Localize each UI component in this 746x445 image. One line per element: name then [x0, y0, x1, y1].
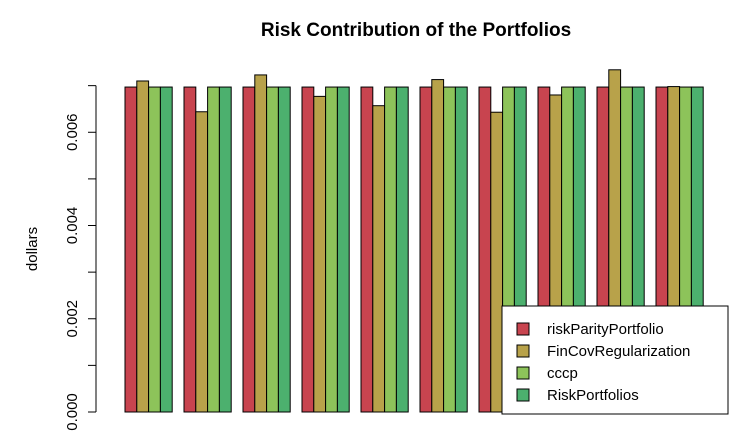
y-axis: 0.000 0.002 0.004 0.006 — [64, 85, 97, 431]
y-tick-label: 0.000 — [64, 393, 81, 431]
bar-FinCovRegularization-4 — [313, 95, 327, 413]
legend-swatch-RiskPortfolios — [516, 388, 530, 402]
bar-riskParityPortfolio-2 — [183, 86, 197, 413]
bar-RiskPortfolios-5 — [395, 86, 409, 413]
bar-FinCovRegularization-1 — [136, 80, 150, 413]
bar-cccp-4 — [325, 86, 338, 413]
bar-riskParityPortfolio-6 — [419, 86, 433, 413]
bar-cccp-2 — [207, 86, 220, 413]
bar-RiskPortfolios-1 — [159, 86, 173, 413]
y-tick-label: 0.004 — [64, 207, 81, 245]
legend-label-RiskPortfolios: RiskPortfolios — [547, 387, 639, 404]
bar-riskParityPortfolio-1 — [124, 86, 138, 413]
bar-group — [124, 69, 704, 413]
bar-FinCovRegularization-2 — [195, 111, 209, 413]
y-tick-label: 0.006 — [64, 113, 81, 151]
bar-RiskPortfolios-2 — [218, 86, 232, 413]
bar-FinCovRegularization-6 — [431, 79, 445, 413]
legend-swatch-riskParityPortfolio — [516, 322, 530, 336]
bar-RiskPortfolios-4 — [336, 86, 350, 413]
bar-riskParityPortfolio-7 — [478, 86, 492, 413]
bar-riskParityPortfolio-3 — [242, 86, 256, 413]
bar-FinCovRegularization-5 — [372, 105, 386, 413]
bar-riskParityPortfolio-4 — [301, 86, 315, 413]
legend: riskParityPortfolio FinCovRegularization c… — [501, 305, 729, 415]
bar-cccp-1 — [148, 86, 161, 413]
bar-RiskPortfolios-6 — [454, 86, 468, 413]
bar-FinCovRegularization-3 — [254, 74, 268, 413]
legend-swatch-cccp — [516, 366, 530, 380]
chart-title: Risk Contribution of the Portfolios — [261, 20, 571, 41]
legend-swatch-FinCovRegularization — [516, 344, 530, 358]
bar-FinCovRegularization-7 — [490, 111, 504, 413]
legend-label-riskParityPortfolio: riskParityPortfolio — [547, 321, 664, 338]
bar-RiskPortfolios-3 — [277, 86, 291, 413]
legend-box — [501, 305, 729, 415]
bar-cccp-3 — [266, 86, 279, 413]
y-tick-label: 0.002 — [64, 300, 81, 338]
legend-label-cccp: cccp — [547, 365, 578, 382]
bar-riskParityPortfolio-5 — [360, 86, 374, 413]
bar-cccp-5 — [384, 86, 397, 413]
bar-cccp-6 — [443, 86, 456, 413]
legend-label-FinCovRegularization: FinCovRegularization — [547, 343, 690, 360]
y-axis-label: dollars — [24, 227, 41, 271]
